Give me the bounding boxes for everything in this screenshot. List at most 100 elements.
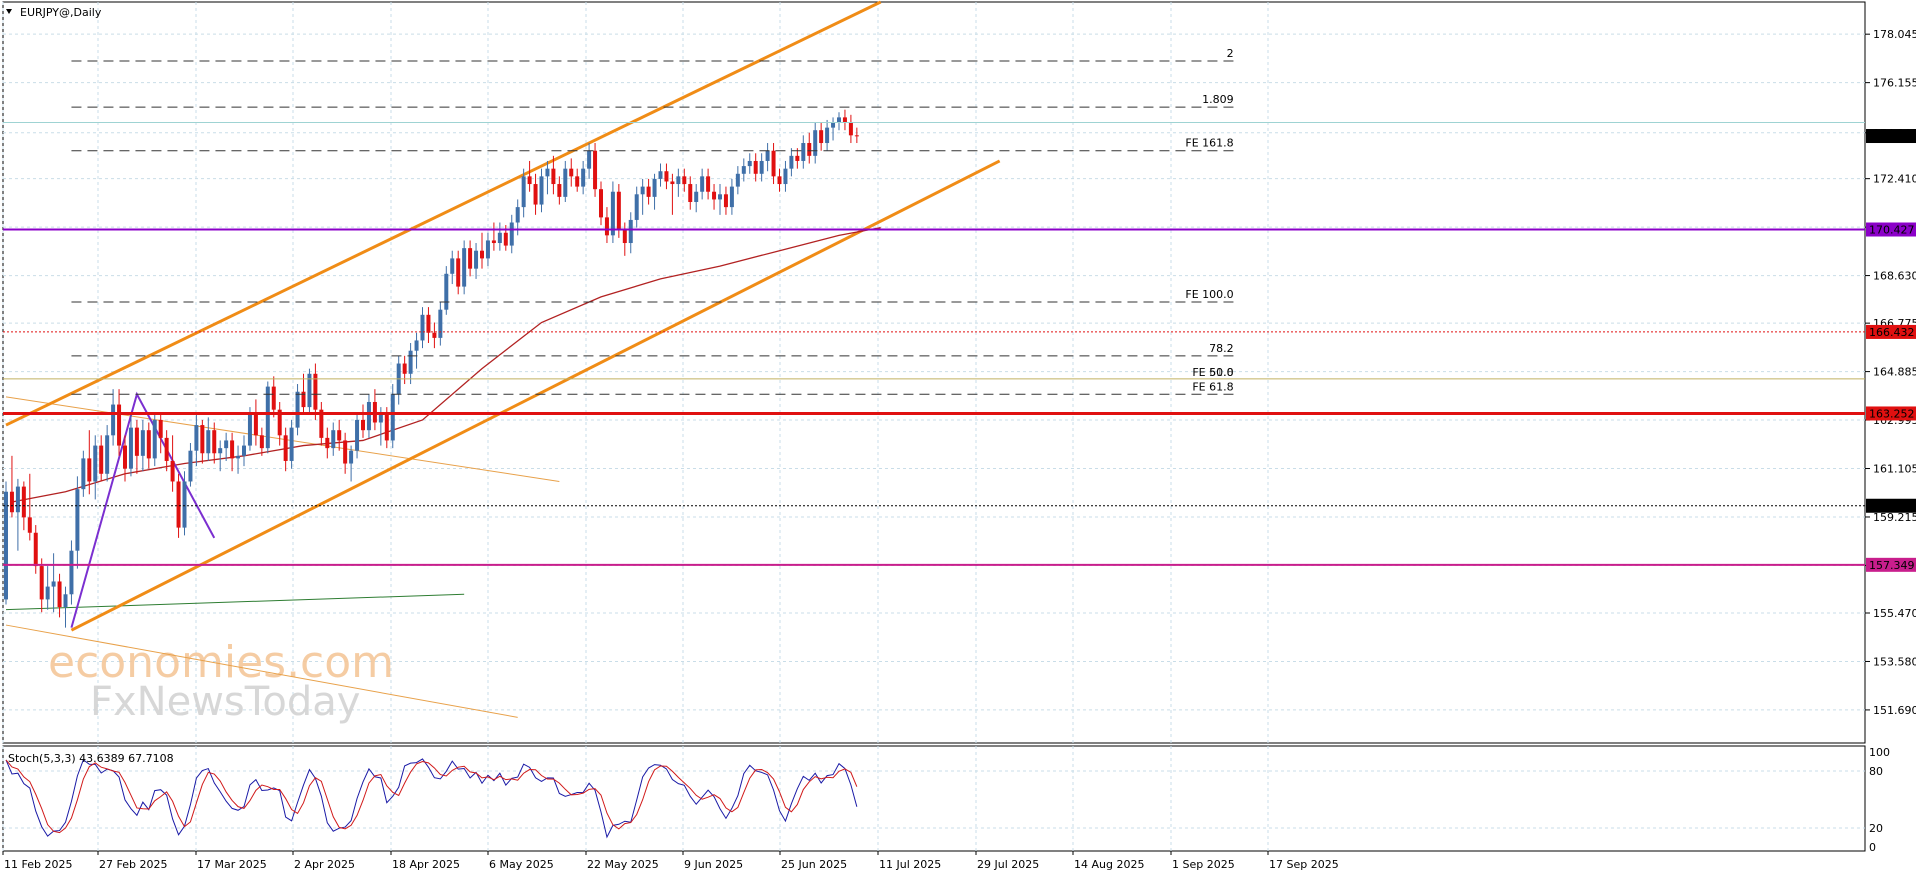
candle-body — [4, 491, 8, 600]
candle-body — [801, 143, 806, 161]
candle-body — [652, 178, 657, 197]
candle-body — [456, 258, 461, 287]
chart-title: EURJPY@,Daily — [20, 6, 102, 19]
candle-body — [837, 117, 841, 123]
price-tick-label: 153.580 — [1873, 655, 1916, 668]
candle-body — [599, 189, 603, 218]
time-tick-label: 25 Jun 2025 — [781, 858, 847, 871]
candle-body — [682, 176, 687, 185]
candle-body — [319, 409, 324, 438]
axes: 178.045176.155174.200172.410170.520168.6… — [2, 28, 1916, 871]
stoch-k-line — [5, 758, 858, 839]
candle-body — [361, 419, 365, 431]
candle-body — [45, 586, 50, 600]
candle-body — [515, 207, 520, 223]
price-tick-label: 151.690 — [1873, 704, 1916, 717]
time-tick-label: 29 Jul 2025 — [977, 858, 1039, 871]
candle-body — [9, 491, 14, 513]
candle-body — [563, 168, 568, 197]
moving-average-line — [11, 226, 881, 503]
candle-body — [253, 412, 258, 436]
candle-body — [848, 122, 853, 136]
stochastic-panel: 100 80 20 0 — [3, 746, 1890, 854]
time-tick-label: 14 Aug 2025 — [1074, 858, 1144, 871]
candle-body — [664, 171, 669, 182]
fib-level-label: FE 161.8 — [1185, 137, 1233, 150]
candle-body — [795, 155, 800, 161]
candle-body — [480, 250, 484, 259]
candle-body — [325, 437, 330, 449]
candle-body — [747, 160, 752, 167]
candle-body — [521, 176, 526, 208]
candle-body — [63, 594, 68, 608]
candle-body — [307, 373, 312, 408]
fib-level-label: FE 100.0 — [1185, 288, 1233, 301]
candle-body — [569, 168, 574, 177]
candle-body — [735, 173, 740, 187]
thin-trendline-upper — [5, 396, 560, 482]
channel-lower-line — [70, 159, 1001, 632]
candle-body — [622, 230, 627, 244]
candle-body — [176, 481, 181, 528]
candle-body — [301, 391, 306, 408]
candle-body — [581, 168, 586, 187]
candle-body — [206, 430, 211, 454]
watermark-line-1: economies.com — [48, 637, 394, 688]
candle-body — [509, 222, 514, 246]
candle-body — [39, 566, 44, 600]
candle-body — [753, 160, 758, 174]
candle-body — [587, 150, 592, 169]
candle-body — [105, 435, 110, 474]
candles — [4, 109, 859, 628]
fib-level-label: 2 — [1227, 47, 1234, 60]
collapse-triangle-icon[interactable] — [6, 9, 12, 14]
candle-body — [75, 489, 80, 551]
candle-body — [616, 191, 621, 231]
candle-body — [128, 427, 133, 469]
candle-body — [646, 186, 651, 197]
price-tick-label: 164.885 — [1873, 366, 1916, 379]
fib-level-label: FE 61.8 — [1192, 380, 1233, 393]
candle-body — [152, 419, 157, 459]
candle-body — [378, 414, 383, 423]
candle-body — [170, 460, 175, 482]
candle-body — [271, 386, 276, 410]
price-tick-label: 161.105 — [1873, 463, 1916, 476]
candle-body — [224, 440, 229, 449]
candle-body — [777, 176, 782, 185]
candle-body — [729, 186, 734, 208]
candle-body — [117, 404, 122, 446]
price-marker-box — [1866, 222, 1916, 237]
time-tick-label: 17 Mar 2025 — [197, 858, 267, 871]
candle-body — [426, 314, 431, 333]
candle-body — [194, 425, 199, 451]
candle-body — [831, 122, 836, 128]
candle-body — [610, 191, 615, 236]
time-tick-label: 6 May 2025 — [489, 858, 554, 871]
candle-body — [33, 532, 38, 567]
candle-body — [313, 373, 318, 410]
time-tick-label: 1 Sep 2025 — [1172, 858, 1235, 871]
candle-body — [230, 440, 235, 459]
candle-body — [474, 250, 479, 269]
candle-body — [718, 194, 722, 200]
price-tick-label: 178.045 — [1873, 28, 1916, 41]
stoch-tick-label: 80 — [1869, 765, 1883, 778]
stoch-tick-label: 100 — [1869, 746, 1890, 759]
candle-body — [854, 135, 859, 137]
candle-body — [628, 219, 633, 244]
candle-body — [712, 191, 717, 200]
stoch-d-line — [5, 759, 858, 834]
candle-body — [247, 412, 252, 446]
candle-body — [289, 427, 294, 461]
stoch-tick-label: 20 — [1869, 822, 1883, 835]
candle-body — [57, 581, 62, 608]
candle-body — [741, 166, 746, 174]
candle-body — [468, 248, 473, 269]
candle-body — [212, 430, 217, 454]
watermark: economies.com FxNewsToday — [48, 637, 394, 725]
time-tick-label: 27 Feb 2025 — [99, 858, 167, 871]
price-marker-box — [1866, 557, 1916, 572]
candle-body — [27, 517, 32, 533]
time-tick-label: 17 Sep 2025 — [1269, 858, 1339, 871]
